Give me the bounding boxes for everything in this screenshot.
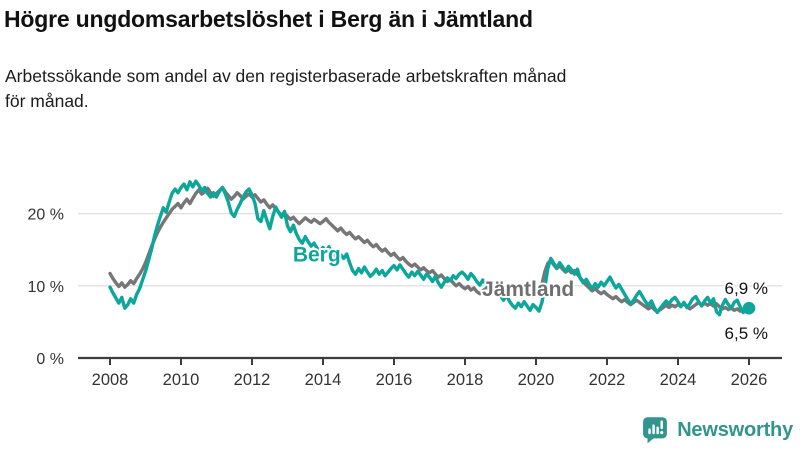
y-axis-tick-label: 0 % bbox=[36, 351, 64, 368]
line-chart: 0 % 10 % 20 % 2008 2010 2012 2014 2016 2018 2020 2… bbox=[0, 158, 800, 400]
x-axis-tick-label: 2024 bbox=[660, 371, 697, 389]
bar-chart-speech-bubble-icon bbox=[643, 417, 668, 444]
x-axis-tick-label: 2008 bbox=[92, 371, 129, 389]
y-axis-tick-label: 10 % bbox=[28, 279, 64, 296]
x-axis-tick-label: 2010 bbox=[163, 371, 200, 389]
page-title: Högre ungdomsarbetslöshet i Berg än i Jä… bbox=[4, 6, 533, 32]
series-end-dot bbox=[742, 301, 756, 315]
x-axis-tick-label: 2020 bbox=[518, 371, 555, 389]
brand-wordmark: Newsworthy bbox=[677, 418, 793, 441]
y-axis-tick-label: 20 % bbox=[28, 207, 64, 224]
x-axis-tick-label: 2012 bbox=[234, 371, 271, 389]
series-line-berg bbox=[108, 179, 751, 317]
x-axis-tick-label: 2014 bbox=[305, 371, 342, 389]
x-axis-tick-label: 2026 bbox=[731, 371, 768, 389]
newsworthy-logo: Newsworthy bbox=[640, 415, 793, 445]
line-chart-canvas: 0 % 10 % 20 % 2008 2010 2012 2014 2016 2018 2020 2… bbox=[28, 179, 782, 389]
x-axis-tick-label: 2022 bbox=[589, 371, 626, 389]
page-subtitle: Arbetssökande som andel av den registerb… bbox=[5, 66, 567, 112]
series-label-jmtland: Jämtland bbox=[482, 278, 574, 301]
end-value-label: 6,9 % bbox=[725, 279, 768, 298]
series-line-jmtland bbox=[108, 185, 751, 314]
series-label-berg: Berg bbox=[293, 243, 341, 266]
x-axis-tick-label: 2016 bbox=[376, 371, 413, 389]
end-value-label: 6,5 % bbox=[725, 324, 768, 343]
x-axis-tick-label: 2018 bbox=[447, 371, 484, 389]
